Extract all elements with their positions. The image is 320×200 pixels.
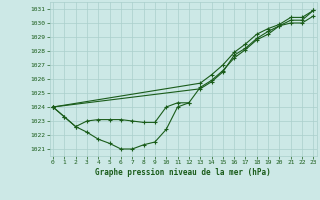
X-axis label: Graphe pression niveau de la mer (hPa): Graphe pression niveau de la mer (hPa) bbox=[95, 168, 271, 177]
